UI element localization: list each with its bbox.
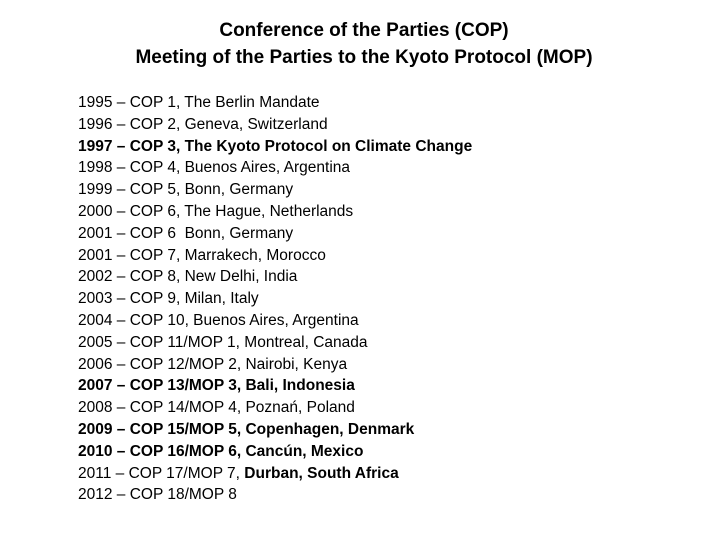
event-text: 2011 – COP 17/MOP 7,	[78, 464, 245, 482]
event-text: 2009 – COP 15/MOP 5, Copenhagen, Denmark	[78, 420, 415, 438]
event-item: 2010 – COP 16/MOP 6, Cancún, Mexico	[78, 441, 472, 463]
event-text: 2008 – COP 14/MOP 4, Poznań, Poland	[78, 399, 355, 417]
event-item: 2009 – COP 15/MOP 5, Copenhagen, Denmark	[78, 419, 472, 441]
event-item: 2008 – COP 14/MOP 4, Poznań, Poland	[78, 397, 472, 419]
event-item: 2002 – COP 8, New Delhi, India	[78, 266, 472, 288]
event-list: 1995 – COP 1, The Berlin Mandate 1996 – C…	[78, 92, 472, 506]
event-item: 2005 – COP 11/MOP 1, Montreal, Canada	[78, 332, 472, 354]
event-item: 2011 – COP 17/MOP 7, Durban, South Afric…	[78, 463, 472, 485]
event-item: 1999 – COP 5, Bonn, Germany	[78, 179, 472, 201]
event-item: 1996 – COP 2, Geneva, Switzerland	[78, 114, 472, 136]
event-text: 2004 – COP 10, Buenos Aires, Argentina	[78, 311, 359, 329]
event-text: 2005 – COP 11/MOP 1, Montreal, Canada	[78, 333, 368, 351]
event-text: 1998 – COP 4, Buenos Aires, Argentina	[78, 159, 351, 177]
event-text: 2002 – COP 8, New Delhi, India	[78, 268, 298, 286]
event-item: 1995 – COP 1, The Berlin Mandate	[78, 92, 472, 114]
event-item: 2007 – COP 13/MOP 3, Bali, Indonesia	[78, 375, 472, 397]
event-item: 2006 – COP 12/MOP 2, Nairobi, Kenya	[78, 354, 472, 376]
event-item: 2012 – COP 18/MOP 8	[78, 484, 472, 506]
event-item: 2003 – COP 9, Milan, Italy	[78, 288, 472, 310]
event-item: 1997 – COP 3, The Kyoto Protocol on Clim…	[78, 136, 472, 158]
event-item: 2001 – COP 7, Marrakech, Morocco	[78, 245, 472, 267]
event-text: 2001 – COP 6 Bonn, Germany	[78, 224, 294, 242]
event-text: 1995 – COP 1, The Berlin Mandate	[78, 94, 320, 111]
event-text: 1997 – COP 3, The Kyoto Protocol on Clim…	[78, 137, 473, 155]
event-text: 2010 – COP 16/MOP 6, Cancún, Mexico	[78, 442, 364, 460]
event-text: 2006 – COP 12/MOP 2, Nairobi, Kenya	[78, 355, 348, 373]
event-item: 2004 – COP 10, Buenos Aires, Argentina	[78, 310, 472, 332]
event-text: 2007 – COP 13/MOP 3, Bali, Indonesia	[78, 377, 355, 395]
event-text: 2012 – COP 18/MOP 8	[78, 486, 237, 504]
event-text: 2003 – COP 9, Milan, Italy	[78, 290, 259, 308]
title-line: Meeting of the Parties to the Kyoto Prot…	[135, 47, 593, 68]
event-text: 1996 – COP 2, Geneva, Switzerland	[78, 115, 328, 133]
event-text: Durban, South Africa	[244, 464, 399, 482]
event-text: 1999 – COP 5, Bonn, Germany	[78, 181, 294, 199]
event-text: 2001 – COP 7, Marrakech, Morocco	[78, 246, 326, 264]
title: Conference of the Parties (COP) Meeting …	[0, 17, 728, 71]
event-item: 2001 – COP 6 Bonn, Germany	[78, 223, 472, 245]
title-line: Conference of the Parties (COP)	[219, 20, 509, 41]
event-text: 2000 – COP 6, The Hague, Netherlands	[78, 202, 354, 220]
event-item: 2000 – COP 6, The Hague, Netherlands	[78, 201, 472, 223]
event-item: 1998 – COP 4, Buenos Aires, Argentina	[78, 157, 472, 179]
